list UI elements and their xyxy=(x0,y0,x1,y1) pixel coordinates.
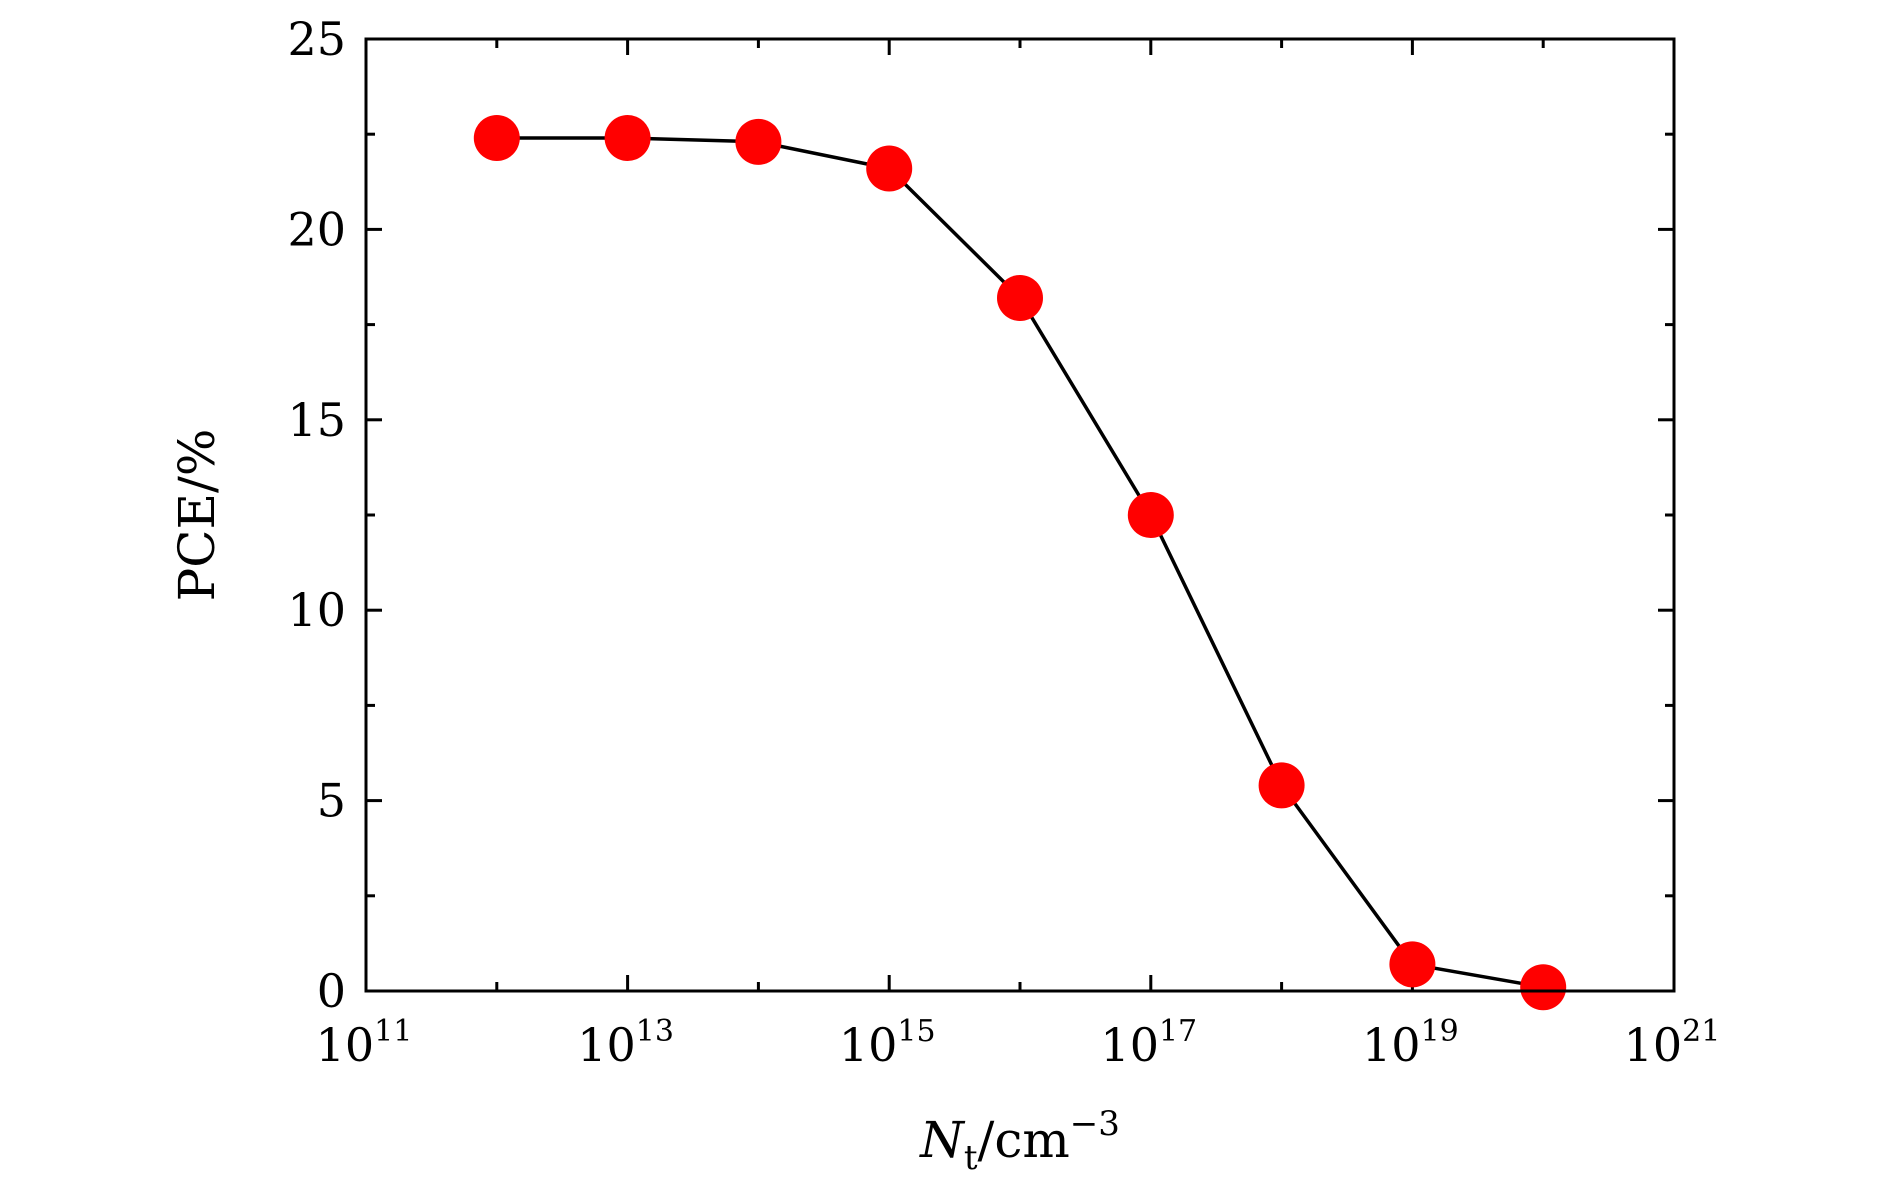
data-point xyxy=(1127,492,1174,538)
y-tick-label: 10 xyxy=(287,583,346,637)
data-point xyxy=(997,274,1043,321)
data-point xyxy=(604,115,651,162)
x-tick-label: 1021 xyxy=(1624,1014,1721,1072)
series-line xyxy=(496,136,1544,989)
x-tick-label: 1017 xyxy=(1100,1014,1197,1072)
x-tick-label: 1015 xyxy=(839,1014,936,1072)
x-tick-labels: 1011 1013 1015 1017 1019 1021 xyxy=(316,1014,1721,1072)
x-tick-label: 1011 xyxy=(316,1014,413,1072)
series-line-group xyxy=(496,136,1544,989)
y-tick-label: 15 xyxy=(287,393,346,447)
x-axis-label: Nt/cm−3 xyxy=(919,1104,1120,1178)
data-point xyxy=(735,118,782,165)
y-tick-label: 20 xyxy=(287,202,346,256)
data-markers xyxy=(473,115,1567,1011)
major-ticks xyxy=(364,37,1676,993)
y-tick-label: 25 xyxy=(287,12,346,66)
x-tick-label: 1019 xyxy=(1362,1014,1459,1072)
data-point xyxy=(1258,762,1305,809)
data-point xyxy=(1520,964,1567,1011)
y-tick-labels: 0 5 10 15 20 25 xyxy=(287,12,346,1018)
data-point xyxy=(866,145,913,192)
data-point xyxy=(1389,941,1436,988)
data-point xyxy=(473,115,520,162)
minor-ticks xyxy=(366,39,1674,991)
y-axis-label: PCE/% xyxy=(168,429,226,602)
y-tick-label: 5 xyxy=(317,774,346,828)
y-tick-label: 0 xyxy=(317,964,346,1018)
x-tick-label: 1013 xyxy=(577,1014,674,1072)
plot-frame xyxy=(364,37,1676,993)
